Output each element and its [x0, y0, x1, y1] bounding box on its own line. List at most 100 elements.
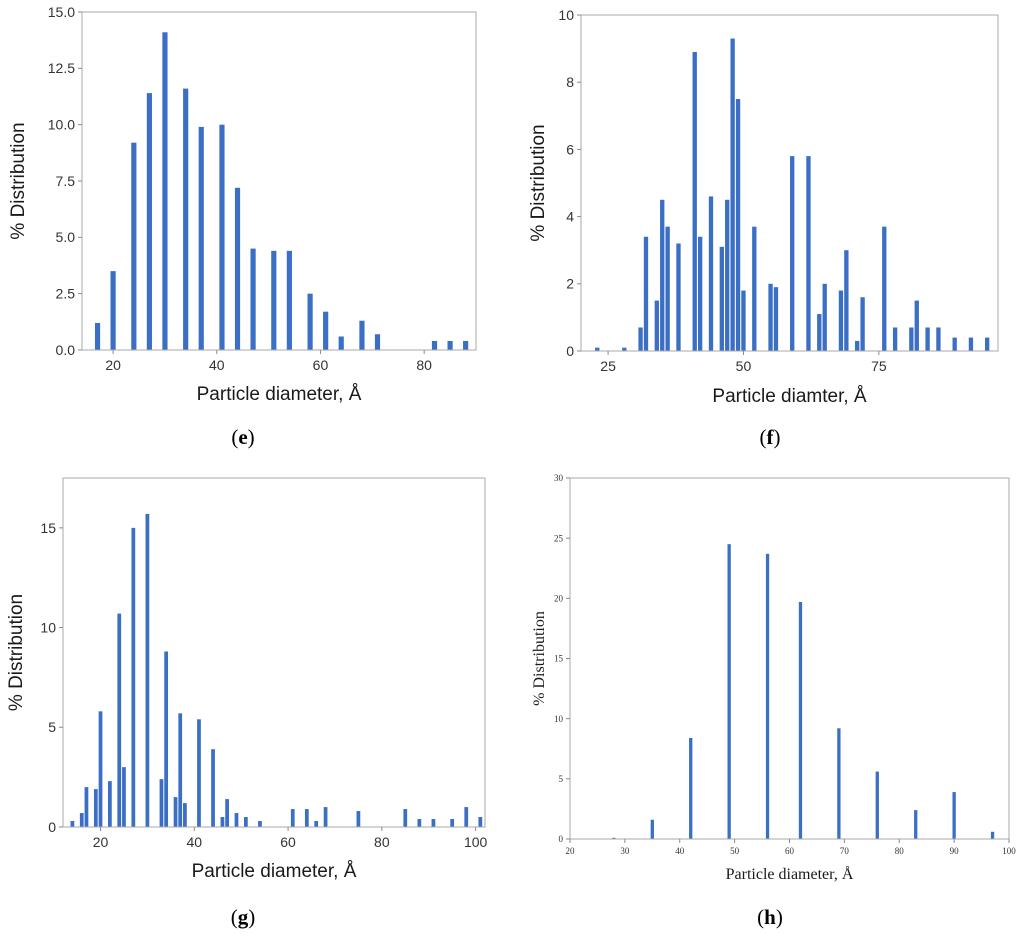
chart-e-svg: 0.0 2.5 5.0 7.5 10.0 12.5 15.0 20 40 60 80 Particle…	[8, 4, 477, 405]
chart-g-bar-8	[131, 527, 136, 827]
chart-h-ytick-label-3: 15	[554, 654, 564, 664]
chart-g-plot-frame	[62, 477, 486, 828]
chart-f-plot-frame	[580, 14, 999, 352]
chart-g-bar-22	[290, 809, 295, 827]
chart-f-ytick-label-1: 2	[566, 276, 574, 292]
chart-g-bar-2	[84, 787, 89, 827]
chart-h-xtick-label-5: 70	[840, 846, 850, 856]
chart-e-bar-7	[219, 124, 225, 350]
chart-e-x-axis-title: Particle diameter, Å	[197, 384, 362, 405]
chart-g-bar-10	[159, 779, 164, 827]
chart-h-bar-1	[650, 819, 654, 839]
chart-h-bar-9	[952, 792, 956, 839]
chart-f-xtick-label-0: 25	[600, 358, 616, 374]
chart-h-xtick-label-4: 60	[785, 846, 795, 856]
chart-f-x-axis-title: Particle diamter, Å	[712, 386, 866, 407]
chart-e-bar-4	[162, 32, 168, 350]
chart-g-bar-18	[225, 799, 229, 827]
chart-g-bar-0	[70, 821, 75, 827]
chart-e-bar-19	[463, 340, 469, 350]
chart-h: 0 5 10 15 20 25 30 20 30 40 50 60 70 80 90 100 Particle …	[520, 465, 1024, 890]
chart-h-bar-10	[990, 831, 995, 839]
chart-h-ytick-label-6: 30	[554, 473, 564, 483]
chart-g-bar-7	[122, 767, 126, 827]
chart-f-bar-24	[844, 250, 849, 351]
chart-g-bar-14	[183, 803, 187, 827]
chart-g-xtick-label-4: 100	[464, 834, 488, 850]
chart-f-bar-19	[790, 156, 795, 351]
chart-f-ytick-label-0: 0	[566, 343, 574, 359]
chart-h-plot-frame	[569, 477, 1010, 840]
caption-g: (g)	[230, 905, 256, 929]
chart-g-x-axis-title: Particle diameter, Å	[192, 861, 357, 882]
chart-e: 0.0 2.5 5.0 7.5 10.0 12.5 15.0 20 40 60 80 Particle…	[0, 0, 500, 410]
chart-f-xtick-label-1: 50	[736, 358, 752, 374]
chart-e-bar-10	[271, 250, 277, 350]
chart-e-ytick-label-2: 5.0	[56, 229, 76, 245]
chart-h-xtick-label-1: 30	[620, 846, 630, 856]
chart-g-bar-32	[478, 817, 483, 827]
chart-h-bar-8	[914, 810, 918, 839]
chart-f-bar-18	[773, 287, 779, 351]
chart-e-bar-8	[234, 187, 241, 350]
chart-f-bar-32	[936, 327, 941, 351]
chart-g-ytick-label-1: 5	[48, 719, 56, 735]
chart-f-bar-13	[730, 38, 735, 352]
chart-e-bar-17	[431, 340, 438, 350]
chart-f-bar-34	[968, 337, 974, 351]
chart-e-ytick-label-5: 12.5	[48, 60, 75, 76]
chart-g-bar-17	[220, 817, 225, 827]
chart-f-bar-25	[855, 340, 860, 351]
chart-h-bar-2	[689, 737, 693, 839]
chart-e-bar-2	[131, 142, 137, 350]
chart-g-bar-12	[173, 797, 178, 827]
chart-h-xtick-label-0: 20	[566, 846, 576, 856]
chart-g-bar-31	[464, 807, 469, 827]
chart-e-ytick-label-0: 0.0	[56, 342, 76, 358]
chart-h-xtick-label-7: 90	[950, 846, 960, 856]
chart-f-ytick-label-4: 8	[566, 74, 574, 90]
chart-g-bar-28	[417, 819, 422, 827]
chart-g-bar-11	[164, 651, 169, 827]
chart-f-bar-11	[719, 246, 724, 351]
chart-g-bar-3	[93, 789, 98, 827]
chart-g-xtick-label-1: 40	[186, 834, 202, 850]
chart-h-bar-0	[612, 837, 616, 839]
chart-g-xtick-label-3: 80	[374, 834, 390, 850]
chart-f-bar-10	[708, 196, 714, 351]
chart-e-ytick-label-3: 7.5	[56, 173, 76, 189]
chart-f-bar-7	[676, 243, 681, 351]
chart-h-bar-6	[837, 728, 841, 839]
chart-f-bar-2	[638, 327, 643, 351]
caption-h: (h)	[757, 905, 783, 929]
chart-h-ytick-label-5: 25	[554, 533, 564, 543]
chart-f-bar-6	[665, 226, 670, 351]
chart-f-bar-26	[860, 297, 865, 351]
chart-g-svg: 0 5 10 15 20 40 60 80 100 Particle diameter, Å % D…	[6, 477, 488, 882]
chart-e-bar-14	[338, 336, 344, 350]
chart-h-ytick-label-4: 20	[554, 593, 564, 603]
chart-f-xtick-label-2: 75	[871, 358, 887, 374]
chart-g-ytick-label-0: 0	[48, 819, 56, 835]
chart-f-ytick-label-3: 6	[566, 141, 574, 157]
chart-f-bar-4	[654, 300, 659, 351]
chart-f-bar-22	[822, 283, 827, 351]
chart-g-bar-29	[431, 819, 436, 827]
chart-h-ytick-label-2: 10	[554, 714, 564, 724]
chart-f-ytick-label-2: 4	[566, 209, 574, 225]
chart-h-xtick-label-2: 40	[675, 846, 685, 856]
chart-g-bar-5	[108, 781, 112, 827]
chart-g-bar-25	[323, 807, 328, 827]
chart-f-bar-14	[735, 99, 741, 351]
chart-f-bar-31	[925, 327, 930, 351]
chart-e-bar-0	[94, 322, 101, 350]
chart-e-bar-3	[146, 93, 152, 351]
chart-h-svg: 0 5 10 15 20 25 30 20 30 40 50 60 70 80 90 100 Particle …	[531, 473, 1016, 883]
chart-f-bar-3	[643, 236, 649, 351]
chart-e-bar-11	[286, 250, 292, 350]
chart-g-xtick-label-2: 60	[280, 834, 296, 850]
chart-g-bar-21	[258, 821, 262, 827]
chart-e-ytick-label-4: 10.0	[48, 117, 75, 133]
chart-e-bar-18	[447, 340, 453, 350]
chart-f-bar-30	[914, 300, 919, 351]
